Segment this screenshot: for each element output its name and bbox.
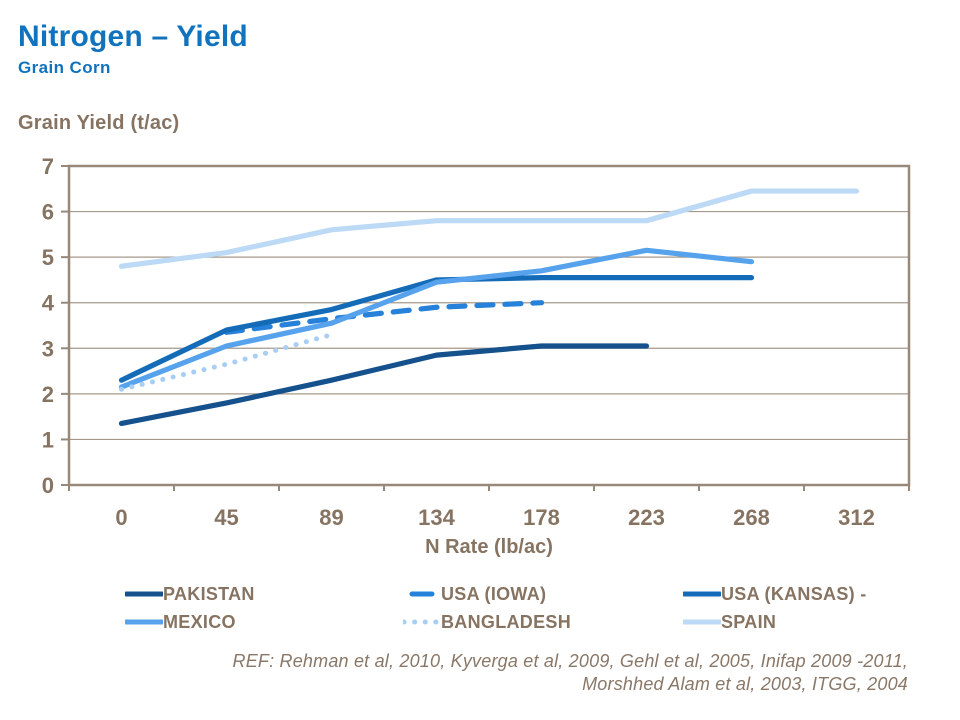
legend-item-spain: SPAIN [683, 608, 915, 636]
legend-dash-icon [409, 591, 435, 597]
y-tick-label: 3 [42, 336, 54, 361]
legend-item-pakistan: PAKISTAN [125, 580, 403, 608]
x-tick-label: 268 [733, 505, 770, 530]
legend-item-usa-kansas: USA (KANSAS) - [683, 580, 915, 608]
x-axis-title: N Rate (lb/ac) [425, 536, 553, 558]
legend-label-usa-kansas: USA (KANSAS) - [721, 583, 867, 604]
x-tick-label: 134 [418, 505, 455, 530]
reference-line-1: REF: Rehman et al, 2010, Kyverga et al, … [232, 651, 908, 671]
page-subtitle: Grain Corn [18, 58, 111, 77]
reference-text: REF: Rehman et al, 2010, Kyverga et al, … [68, 650, 908, 696]
x-tick-label: 178 [523, 505, 560, 530]
legend-line-icon [683, 591, 721, 597]
y-tick-label: 4 [42, 291, 55, 316]
legend-label-pakistan: PAKISTAN [163, 583, 255, 604]
x-tick-label: 0 [115, 505, 127, 530]
series-line-usa-kansas [118, 275, 755, 383]
y-tick-label: 0 [42, 473, 54, 498]
series-line-usa-iowa [223, 300, 545, 335]
legend-item-mexico: MEXICO [125, 608, 403, 636]
y-tick-label: 6 [42, 200, 54, 225]
chart-legend: PAKISTAN USA (IOWA) USA (KANSAS) - MEXICO BA… [125, 580, 915, 636]
legend-label-bangladesh: BANGLADESH [441, 611, 572, 632]
page-title: Nitrogen – Yield [18, 20, 248, 53]
legend-line-icon [683, 619, 721, 625]
y-tick-label: 1 [42, 427, 54, 452]
x-tick-label: 45 [214, 505, 238, 530]
series-line-pakistan [118, 343, 650, 427]
legend-dots-icon [403, 619, 441, 625]
legend-label-spain: SPAIN [721, 611, 777, 632]
reference-line-2: Morshhed Alam et al, 2003, ITGG, 2004 [582, 674, 908, 694]
legend-label-mexico: MEXICO [163, 611, 236, 632]
y-axis-title: Grain Yield (t/ac) [18, 112, 180, 134]
legend-line-icon [125, 591, 163, 597]
series-line-bangladesh [119, 332, 334, 392]
x-tick-label: 223 [628, 505, 665, 530]
plot-frame [67, 164, 911, 487]
series-line-mexico [118, 247, 755, 390]
x-tick-label: 89 [319, 505, 343, 530]
legend-item-bangladesh: BANGLADESH [403, 608, 683, 636]
legend-item-usa-iowa: USA (IOWA) [403, 580, 683, 608]
series-line-spain [118, 188, 860, 269]
y-tick-label: 7 [42, 154, 54, 179]
y-tick-label: 2 [42, 382, 54, 407]
y-tick-label: 5 [42, 245, 54, 270]
x-tick-label: 312 [838, 505, 875, 530]
legend-label-usa-iowa: USA (IOWA) [441, 583, 547, 604]
legend-line-icon [125, 619, 163, 625]
